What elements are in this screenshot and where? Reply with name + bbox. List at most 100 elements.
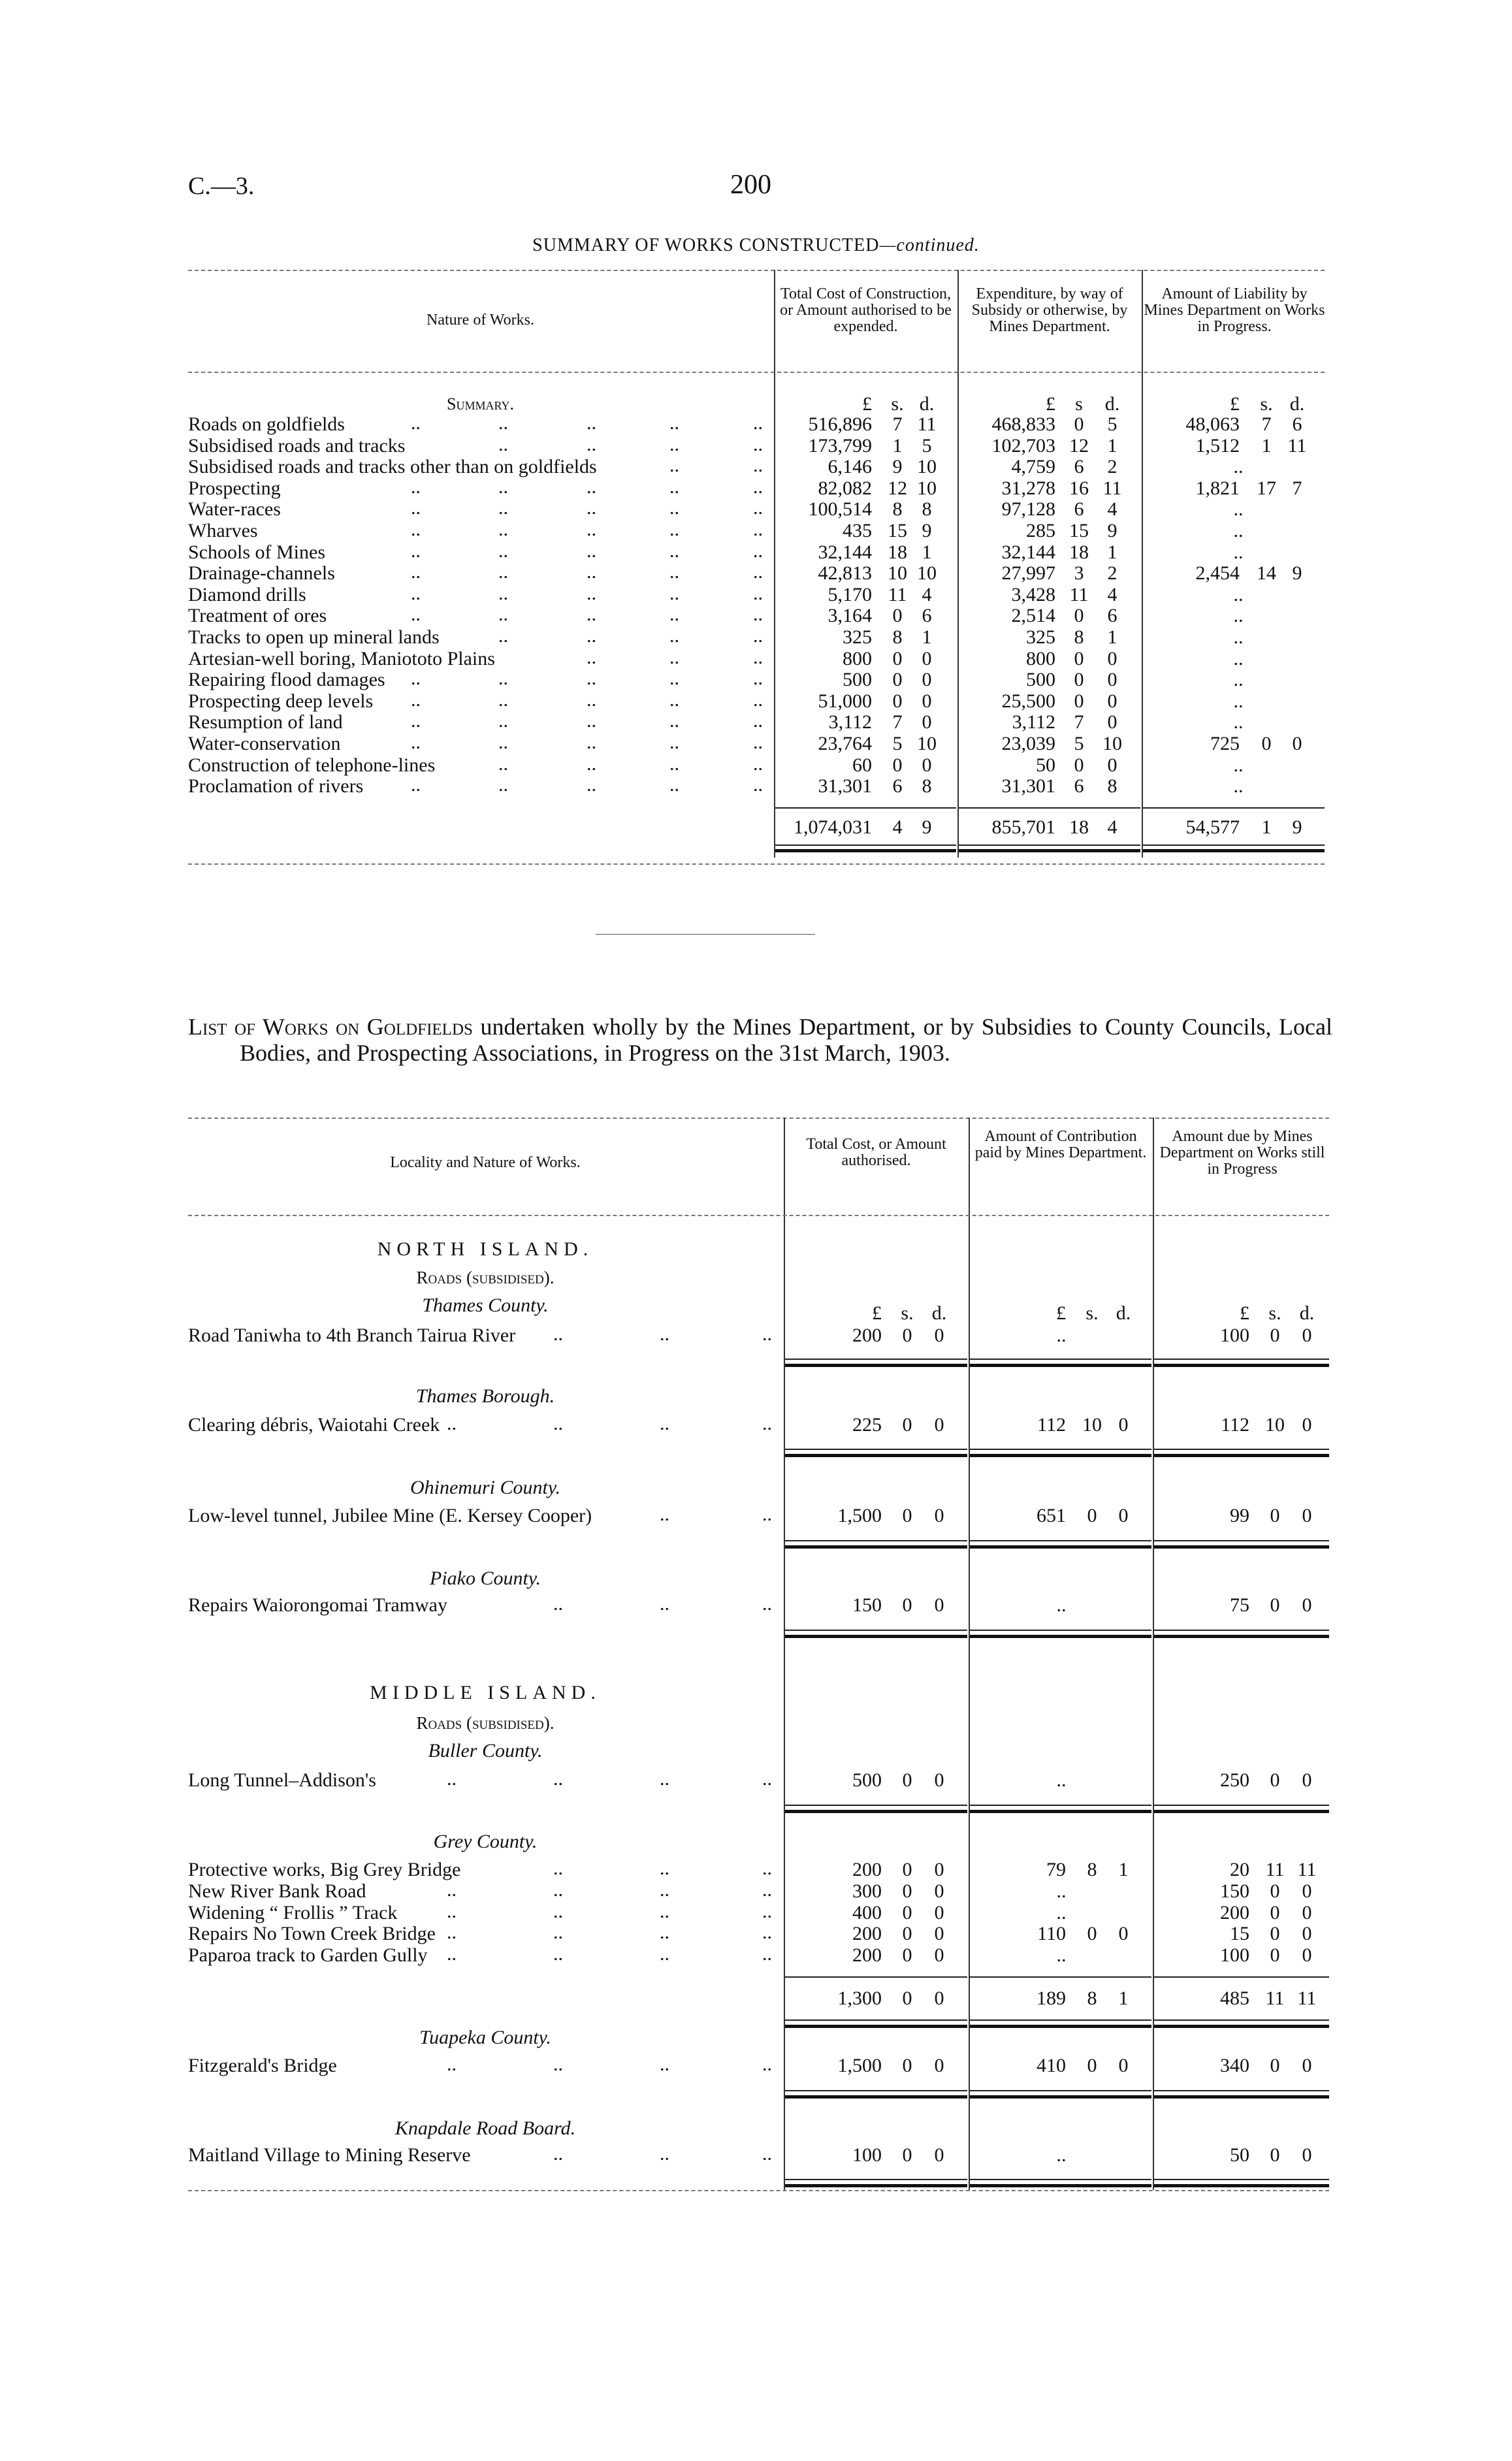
leader-dots: .. <box>553 1323 563 1345</box>
total-cost-shillings: 0 <box>902 2144 912 2166</box>
expenditure-shillings: 15 <box>1069 520 1089 541</box>
section-rule <box>785 1805 967 1806</box>
liability-empty: .. <box>1233 690 1244 712</box>
total-cost-pence: 0 <box>934 1325 944 1346</box>
total-cost-pounds: 5,170 <box>828 583 873 605</box>
total-cost-pence: 0 <box>922 754 932 776</box>
leader-dots: .. <box>411 539 421 562</box>
leader-dots: .. <box>669 732 679 753</box>
expenditure-pence: 1 <box>1107 541 1118 563</box>
amount-due-pounds: 50 <box>1230 2144 1249 2166</box>
section-rule-thick <box>785 1364 967 1367</box>
leader-dots: .. <box>669 710 679 732</box>
leader-dots: .. <box>498 668 508 690</box>
total-cost-shillings: 0 <box>902 1923 912 1945</box>
row-label: Wharves <box>188 520 258 541</box>
section-rule <box>785 1630 967 1631</box>
liability-pence: 6 <box>1292 413 1302 435</box>
section-rule-thick <box>970 1635 1151 1638</box>
grand-total-liability-pence: 9 <box>1292 816 1302 838</box>
subtotal-due-shillings: 11 <box>1265 1987 1285 2009</box>
amount-due-shillings: 0 <box>1270 2055 1280 2076</box>
total-cost-pence: 0 <box>934 2144 944 2166</box>
total-double-rule-thick <box>959 849 1140 852</box>
liability-empty: .. <box>1233 775 1244 797</box>
leader-dots: .. <box>498 732 508 753</box>
amount-due-pence: 0 <box>1302 1414 1312 1436</box>
unit-pounds: £ <box>1230 393 1240 415</box>
header-nature-of-works: Nature of Works. <box>426 312 534 329</box>
liability-empty: .. <box>1233 647 1244 669</box>
total-cost-shillings: 0 <box>892 605 903 627</box>
header-bottom-rule <box>188 1215 1329 1216</box>
leader-dots: .. <box>753 561 763 583</box>
unit-pence: d. <box>1289 393 1305 415</box>
leader-dots: .. <box>753 668 763 690</box>
section-rule <box>785 1449 967 1450</box>
amount-due-shillings: 11 <box>1265 1859 1285 1880</box>
total-cost-shillings: 7 <box>892 413 903 435</box>
leader-dots: .. <box>447 1943 457 1965</box>
grand-total-cost-pounds: 1,074,031 <box>794 816 872 838</box>
total-double-rule-thick <box>775 849 956 852</box>
subtotal-cost-shillings: 0 <box>902 1987 912 2009</box>
header-expenditure: Expenditure, by way of Subsidy or otherw… <box>971 285 1128 335</box>
expenditure-pounds: 102,703 <box>991 434 1056 457</box>
contribution-empty: .. <box>1056 1325 1067 1346</box>
total-rule <box>775 807 956 809</box>
leader-dots: .. <box>762 1858 772 1879</box>
leader-dots: .. <box>753 412 763 434</box>
section-rule-thick <box>1154 2184 1329 2187</box>
total-cost-pounds: 200 <box>852 1923 882 1945</box>
total-cost-shillings: 7 <box>892 711 903 733</box>
leader-dots: .. <box>753 688 763 711</box>
section-rule <box>970 1805 1151 1806</box>
total-cost-pence: 8 <box>922 775 932 797</box>
leader-dots: .. <box>587 732 596 753</box>
leader-dots: .. <box>669 688 679 711</box>
leader-dots: .. <box>498 412 508 434</box>
total-cost-pence: 0 <box>934 1944 944 1967</box>
liability-pounds: 725 <box>1210 733 1240 754</box>
grand-total-expenditure-shillings: 18 <box>1069 816 1089 838</box>
liability-pence: 0 <box>1292 733 1302 754</box>
unit-pence: d. <box>931 1302 947 1324</box>
expenditure-pence: 2 <box>1107 562 1118 585</box>
leader-dots: .. <box>587 774 596 796</box>
expenditure-shillings: 16 <box>1069 477 1089 499</box>
amount-due-pounds: 340 <box>1220 2055 1249 2076</box>
leader-dots: .. <box>669 668 679 690</box>
section-rule <box>785 2090 967 2091</box>
leader-dots: .. <box>660 2053 669 2075</box>
leader-dots: .. <box>411 732 421 753</box>
total-cost-shillings: 8 <box>892 626 903 648</box>
amount-due-pounds: 15 <box>1230 1923 1249 1945</box>
work-label: Low-level tunnel, Jubilee Mine (E. Kerse… <box>188 1505 592 1526</box>
liability-shillings: 14 <box>1257 562 1276 585</box>
row-label: Repairing flood damages <box>188 669 385 691</box>
leader-dots: .. <box>447 1768 457 1790</box>
leader-dots: .. <box>669 582 679 604</box>
expenditure-pence: 11 <box>1102 477 1122 499</box>
unit-pounds: £ <box>872 1302 882 1324</box>
total-cost-pounds: 400 <box>852 1901 882 1923</box>
liability-empty: .. <box>1233 754 1244 776</box>
expenditure-pounds: 32,144 <box>1001 541 1056 563</box>
leader-dots: .. <box>447 1900 457 1922</box>
expenditure-pounds: 3,428 <box>1011 583 1056 605</box>
contribution-pounds: 410 <box>1037 2055 1066 2076</box>
expenditure-shillings: 0 <box>1074 754 1084 776</box>
section-rule <box>1154 2179 1329 2180</box>
island-heading: MIDDLE ISLAND. <box>370 1682 601 1703</box>
grand-total-cost-pence: 9 <box>922 816 932 838</box>
leader-dots: .. <box>553 1413 563 1434</box>
total-cost-shillings: 8 <box>892 498 903 521</box>
contribution-empty: .. <box>1056 1769 1067 1791</box>
total-cost-pence: 0 <box>934 1769 944 1791</box>
total-cost-pence: 0 <box>934 1414 944 1436</box>
contribution-empty: .. <box>1056 1944 1067 1967</box>
section-rule-thick <box>785 2025 967 2028</box>
amount-due-pence: 0 <box>1302 1769 1312 1791</box>
expenditure-shillings: 12 <box>1069 434 1089 457</box>
total-cost-pounds: 150 <box>852 1594 882 1616</box>
